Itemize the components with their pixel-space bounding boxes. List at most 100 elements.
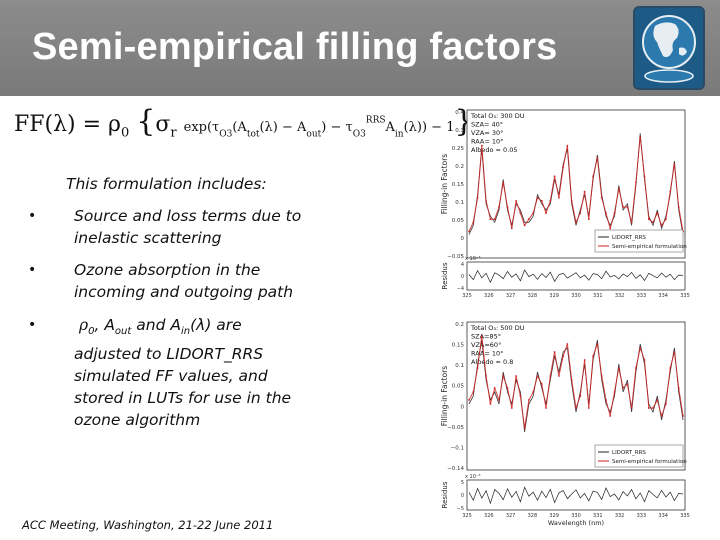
y-tick-label: −0.1 [451, 445, 464, 451]
series-point [485, 375, 487, 377]
y-tick-label: 0.05 [452, 384, 465, 390]
series-point [673, 163, 676, 166]
x-tick-label: 335 [680, 293, 690, 299]
series-point [545, 407, 547, 409]
residual-tick-label: 0 [461, 493, 464, 499]
series-point [630, 221, 633, 224]
residual-tick-label: −4 [457, 286, 464, 292]
series-point [502, 181, 505, 184]
series-point [510, 227, 513, 230]
y-tick-label: 0.15 [452, 343, 465, 349]
series-point [480, 144, 483, 147]
series-point [587, 407, 590, 409]
series-point [575, 407, 577, 409]
bullet-marker: • [28, 208, 37, 224]
series-point [647, 218, 650, 221]
residual-frame [466, 479, 686, 511]
series-point [540, 200, 543, 202]
series-point [622, 206, 624, 208]
x-tick-label: 333 [637, 513, 647, 519]
residual-line [468, 486, 684, 505]
bullet-item-3-line3: simulated FF values, and [74, 367, 268, 386]
y-tick-label: 0.1 [455, 363, 464, 369]
x-tick-label: 330 [571, 293, 581, 299]
legend-box [594, 444, 684, 468]
series-point [596, 343, 599, 345]
series-point [677, 206, 680, 208]
series-point [673, 351, 676, 353]
x-tick-label: 335 [680, 513, 690, 519]
series-point [489, 218, 492, 221]
formula-in-sub: in [394, 129, 404, 140]
series-point [502, 375, 505, 377]
series-point [510, 407, 513, 409]
a-in-sub: in [180, 326, 191, 338]
series-point [562, 166, 565, 169]
series-point [626, 383, 629, 385]
series-point [639, 347, 642, 349]
series-point [665, 218, 667, 221]
residual-tick-label: 0 [461, 274, 464, 280]
series-point [485, 200, 487, 202]
series-point [613, 212, 616, 215]
series-point [532, 212, 535, 215]
series-point [476, 367, 479, 369]
residual-line [468, 269, 684, 284]
series-point [515, 375, 517, 377]
a-in: A [170, 316, 181, 334]
series-point [506, 206, 509, 208]
series-point [682, 415, 684, 417]
bullet-item-2-line1: Ozone absorption in the [74, 261, 261, 279]
series-point [643, 175, 646, 178]
series-point [609, 415, 612, 417]
a-out: A [104, 316, 115, 334]
bullet-item-3: ρ0, Aout and Ain(λ) are adjusted to LIDO… [74, 314, 291, 431]
a-out-sub: out [114, 326, 132, 338]
residual-tick-label: 4 [461, 262, 464, 268]
series-point [528, 218, 530, 221]
series-point [635, 367, 637, 369]
series-point [532, 391, 535, 393]
series-point [647, 407, 650, 409]
series-point [656, 399, 659, 401]
rho-symbol: ρ [78, 316, 89, 334]
formula-sigma: σ [155, 112, 171, 137]
y-axis-label: Filling-in Factors [440, 366, 449, 427]
intro-text: This formulation includes: [66, 175, 267, 193]
bullet-item-1-line1: Source and loss terms due to [74, 207, 302, 225]
legend-label: LIDORT_RRS [612, 450, 646, 456]
rho-sub: 0 [88, 326, 95, 338]
bullet-marker: • [28, 262, 37, 278]
series-point [570, 379, 573, 381]
series-point [566, 144, 569, 147]
series-point [519, 212, 522, 215]
series-point [498, 206, 500, 208]
y-tick-label: 0.05 [452, 218, 465, 224]
x-tick-label: 325 [462, 513, 472, 519]
formula-tot-sub: tot [246, 129, 260, 140]
legend-label: Semi-empirical formulation [612, 244, 687, 250]
series-point [528, 399, 530, 401]
annotation-line: Albedo = 0.8 [471, 358, 513, 366]
series-point [553, 351, 556, 353]
globe-icon [642, 15, 696, 83]
formula-tau-sub: O3 [219, 129, 233, 140]
lambda-part: (λ) are [190, 316, 242, 334]
residual-tick-label: 5 [461, 480, 464, 486]
series-point [656, 212, 659, 215]
residual-scale: x 10⁻³ [465, 474, 481, 480]
x-tick-label: 333 [637, 293, 647, 299]
x-tick-label: 332 [615, 513, 625, 519]
series-point [515, 200, 517, 202]
residual-axis-label: Residus [441, 481, 449, 508]
series-point [635, 181, 637, 184]
y-tick-label: 0 [461, 236, 465, 242]
slide-title: Semi-empirical filling factors [32, 26, 558, 68]
y-tick-label: −0.14 [447, 466, 464, 472]
series-point [613, 391, 616, 393]
formula-mid: (A [232, 120, 247, 135]
y-tick-label: 0 [461, 404, 465, 410]
series-point [583, 359, 586, 361]
formula-mid3: ) − τ [321, 120, 353, 135]
residual-scale: x 10⁻³ [465, 256, 481, 262]
